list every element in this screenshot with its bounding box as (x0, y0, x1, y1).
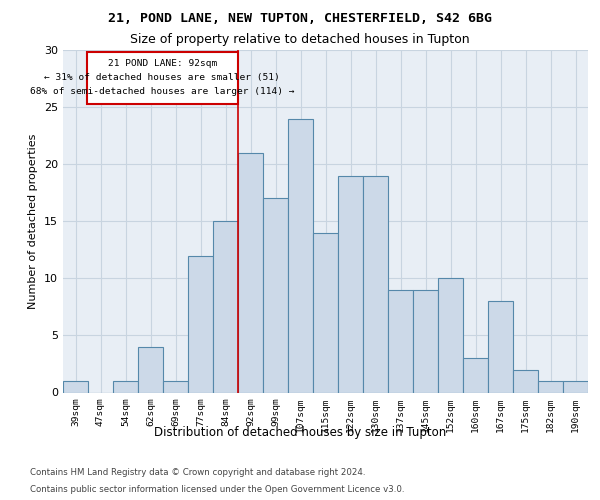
Bar (313, 232, 338, 392)
Bar (113, 381, 138, 392)
FancyBboxPatch shape (87, 52, 238, 104)
Bar (188, 256, 213, 392)
Bar (538, 381, 563, 392)
Text: 21, POND LANE, NEW TUPTON, CHESTERFIELD, S42 6BG: 21, POND LANE, NEW TUPTON, CHESTERFIELD,… (108, 12, 492, 26)
Bar (438, 278, 463, 392)
Bar (513, 370, 538, 392)
Bar (288, 118, 313, 392)
Bar (463, 358, 488, 392)
Text: Contains public sector information licensed under the Open Government Licence v3: Contains public sector information licen… (30, 484, 404, 494)
Bar (63, 381, 88, 392)
Text: Size of property relative to detached houses in Tupton: Size of property relative to detached ho… (130, 32, 470, 46)
Bar (338, 176, 363, 392)
Bar (163, 381, 188, 392)
Bar (238, 153, 263, 392)
Bar (263, 198, 288, 392)
Bar (213, 221, 238, 392)
Text: Distribution of detached houses by size in Tupton: Distribution of detached houses by size … (154, 426, 446, 439)
Bar (138, 347, 163, 393)
Bar (413, 290, 438, 392)
Bar (563, 381, 588, 392)
Bar (388, 290, 413, 392)
Text: 21 POND LANE: 92sqm
← 31% of detached houses are smaller (51)
68% of semi-detach: 21 POND LANE: 92sqm ← 31% of detached ho… (30, 60, 295, 96)
Bar (363, 176, 388, 392)
Text: Contains HM Land Registry data © Crown copyright and database right 2024.: Contains HM Land Registry data © Crown c… (30, 468, 365, 477)
Bar (488, 301, 513, 392)
Y-axis label: Number of detached properties: Number of detached properties (28, 134, 38, 309)
